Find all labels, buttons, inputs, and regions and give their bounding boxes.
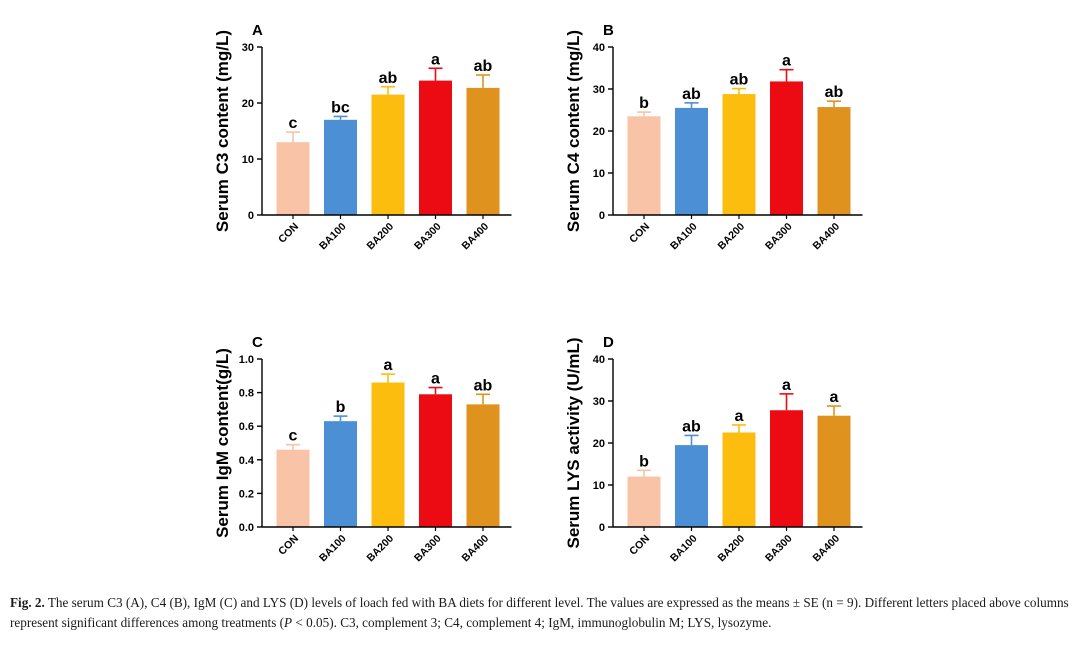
figure-caption: Fig. 2. The serum C3 (A), C4 (B), IgM (C… [10, 593, 1072, 633]
significance-letter: a [431, 371, 440, 388]
significance-letter: a [830, 389, 839, 406]
bar-con [627, 116, 661, 215]
y-tick-label: 0.0 [239, 522, 254, 534]
caption-p-value: P [284, 615, 293, 630]
panel-letter: A [252, 22, 263, 39]
caption-label: Fig. 2. [10, 595, 45, 610]
significance-letter: a [782, 53, 791, 70]
panel-d: D Serum LYS activity (U/mL) 0 10 20 30 40 b CON a… [564, 334, 863, 564]
y-tick-label: 0.6 [239, 421, 254, 433]
y-tick-label: 20 [593, 126, 605, 138]
x-tick-label: BA300 [763, 221, 795, 253]
bar-ba100 [675, 445, 708, 527]
y-tick-label: 30 [242, 42, 254, 54]
bar-con [276, 142, 310, 215]
significance-letter: a [735, 408, 744, 425]
bar-ba400 [817, 415, 851, 527]
x-tick-label: BA200 [365, 221, 397, 253]
y-axis-label: Serum LYS activity (U/mL) [564, 338, 583, 549]
caption-text-1: The serum C3 (A), C4 (B), IgM (C) and LY… [10, 595, 1069, 630]
y-tick-label: 30 [593, 84, 605, 96]
significance-letter: ab [682, 418, 701, 435]
panel-letter: D [603, 334, 614, 351]
y-tick-label: 30 [593, 396, 605, 408]
y-tick-label: 0.4 [239, 455, 255, 467]
significance-letter: a [431, 51, 440, 68]
x-tick-label: BA400 [811, 221, 843, 253]
bar-ba400 [817, 107, 851, 215]
x-tick-label: BA300 [412, 533, 444, 565]
significance-letter: bc [331, 99, 350, 116]
bar-ba200 [371, 94, 405, 215]
x-tick-label: BA400 [460, 221, 492, 253]
y-tick-label: 1.0 [239, 354, 254, 366]
y-tick-label: 40 [593, 42, 605, 54]
significance-letter: b [639, 453, 649, 470]
panel-letter: B [603, 22, 614, 39]
bar-con [627, 476, 661, 527]
significance-letter: ab [825, 84, 844, 101]
panel-a: A Serum C3 content (mg/L) 0 10 20 30 c CON bc BA1… [213, 22, 512, 252]
x-tick-label: CON [276, 533, 301, 558]
bar-ba400 [466, 404, 500, 527]
significance-letter: ab [730, 72, 749, 89]
bar-ba200 [722, 432, 756, 527]
y-tick-label: 20 [593, 438, 605, 450]
y-tick-label: 0 [248, 210, 254, 222]
x-tick-label: CON [627, 221, 652, 246]
x-tick-label: BA200 [365, 533, 397, 565]
bar-ba300 [419, 80, 452, 215]
x-tick-label: BA100 [668, 533, 700, 565]
panel-b: B Serum C4 content (mg/L) 0 10 20 30 40 b CON ab B… [564, 22, 863, 252]
y-axis-label: Serum IgM content(g/L) [213, 348, 232, 538]
y-tick-label: 20 [242, 98, 254, 110]
panel-letter: C [252, 334, 263, 351]
bar-ba200 [722, 94, 756, 215]
x-tick-label: BA100 [317, 533, 349, 565]
y-tick-label: 10 [242, 154, 254, 166]
y-tick-label: 40 [593, 354, 605, 366]
panel-c: C Serum IgM content(g/L) 0.0 0.2 0.4 0.6 0.8 1.… [213, 334, 512, 564]
x-tick-label: BA400 [460, 533, 492, 565]
x-tick-label: BA100 [317, 221, 349, 253]
bar-ba200 [371, 382, 405, 527]
bar-ba100 [324, 421, 357, 527]
x-tick-label: BA400 [811, 533, 843, 565]
x-tick-label: BA300 [412, 221, 444, 253]
caption-text-2: < 0.05). C3, complement 3; C4, complemen… [292, 615, 772, 630]
significance-letter: a [782, 377, 791, 394]
x-tick-label: CON [276, 221, 301, 246]
y-tick-label: 0.8 [239, 388, 254, 400]
y-tick-label: 10 [593, 480, 605, 492]
y-tick-label: 0.2 [239, 488, 254, 500]
significance-letter: c [289, 115, 298, 132]
bar-ba300 [419, 394, 452, 527]
significance-letter: ab [682, 86, 701, 103]
bar-ba100 [324, 119, 357, 215]
y-axis-label: Serum C4 content (mg/L) [564, 30, 583, 232]
y-tick-label: 0 [599, 522, 605, 534]
significance-letter: ab [474, 377, 493, 394]
bar-ba400 [466, 87, 500, 215]
significance-letter: ab [379, 70, 398, 87]
x-tick-label: BA300 [763, 533, 795, 565]
y-tick-label: 0 [599, 210, 605, 222]
bar-ba300 [770, 81, 803, 215]
significance-letter: b [639, 95, 649, 112]
bar-ba300 [770, 410, 803, 527]
x-tick-label: BA200 [716, 533, 748, 565]
bar-con [276, 449, 310, 527]
significance-letter: c [289, 428, 298, 445]
y-axis-label: Serum C3 content (mg/L) [213, 30, 232, 232]
significance-letter: b [336, 399, 346, 416]
bar-ba100 [675, 107, 708, 215]
x-tick-label: CON [627, 533, 652, 558]
significance-letter: ab [474, 58, 493, 75]
x-tick-label: BA200 [716, 221, 748, 253]
x-tick-label: BA100 [668, 221, 700, 253]
significance-letter: a [384, 357, 393, 374]
y-tick-label: 10 [593, 168, 605, 180]
